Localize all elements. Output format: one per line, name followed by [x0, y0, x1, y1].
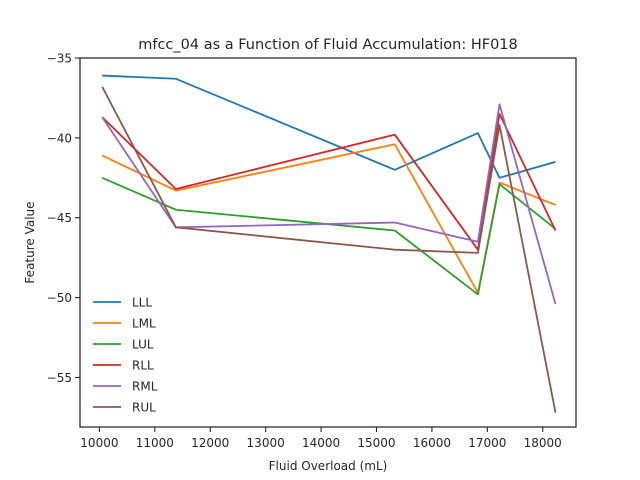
- legend-label-rul: RUL: [132, 401, 156, 415]
- series-layer: [101, 74, 557, 413]
- series-line-lml: [101, 143, 556, 294]
- x-tick-label: 14000: [302, 436, 340, 450]
- x-tick-label: 16000: [413, 436, 451, 450]
- plot-area: 10000 11000 12000 13000 14000 15000 16000 17000…: [47, 52, 577, 450]
- x-tick-label: 18000: [524, 436, 562, 450]
- x-tick-label: 12000: [191, 436, 229, 450]
- x-tick-label: 15000: [357, 436, 395, 450]
- x-tick-label: 17000: [468, 436, 506, 450]
- x-axis-ticks: 10000 11000 12000 13000 14000 15000 16000 17000…: [80, 427, 562, 450]
- legend-label-rml: RML: [132, 380, 158, 394]
- legend-label-lll: LLL: [132, 296, 152, 310]
- legend: LLL LML LUL RLL RML RUL: [93, 296, 158, 415]
- y-tick-label: −50: [47, 291, 72, 305]
- y-tick-label: −55: [47, 371, 72, 385]
- axes-frame: [79, 57, 577, 428]
- series-line-rml: [101, 103, 557, 305]
- y-axis-label: Feature Value: [23, 201, 37, 283]
- legend-label-lul: LUL: [132, 338, 154, 352]
- x-axis-label: Fluid Overload (mL): [269, 459, 388, 473]
- legend-label-lml: LML: [132, 317, 156, 331]
- series-line-rll: [101, 113, 557, 251]
- legend-label-rll: RLL: [132, 359, 154, 373]
- series-line-rul: [101, 86, 557, 413]
- x-tick-label: 10000: [80, 436, 118, 450]
- y-tick-label: −35: [47, 52, 72, 66]
- y-axis-ticks: −35 −40 −45 −50 −55: [47, 52, 80, 385]
- x-tick-label: 11000: [136, 436, 174, 450]
- chart-title: mfcc_04 as a Function of Fluid Accumulat…: [138, 37, 518, 53]
- y-tick-label: −40: [47, 131, 72, 145]
- y-tick-label: −45: [47, 211, 72, 225]
- x-tick-label: 13000: [247, 436, 285, 450]
